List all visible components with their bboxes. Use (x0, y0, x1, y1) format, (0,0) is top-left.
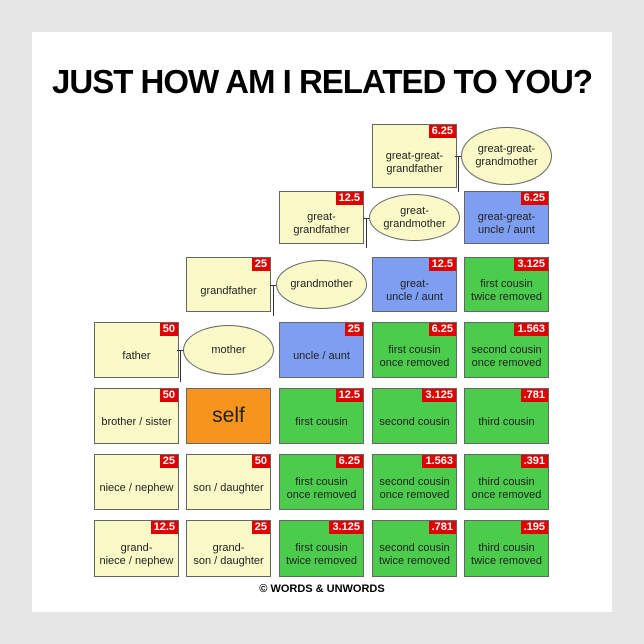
relation-box-grand-son-daughter: grand- son / daughter 25 (186, 520, 271, 577)
relation-label: second cousin once removed (471, 343, 542, 369)
relation-label: first cousin twice removed (471, 278, 542, 303)
relation-label: great-great- grandmother (475, 143, 538, 168)
relation-box-father: father 50 (94, 322, 179, 378)
relation-box-mother: mother (183, 325, 274, 375)
percent-badge: 12.5 (150, 521, 178, 534)
relation-box-great-great-grandfather: great-great- grandfather 6.25 (372, 124, 457, 188)
relation-box-second-cousin-once-removed: second cousin once removed 1.563 (372, 454, 457, 510)
relation-label: second cousin (379, 416, 450, 428)
percent-badge: 25 (344, 323, 363, 336)
percent-badge: .195 (520, 521, 548, 534)
relation-label: first cousin twice removed (286, 542, 357, 567)
relation-label: first cousin once removed (286, 475, 357, 501)
percent-badge: 6.25 (428, 323, 456, 336)
relation-box-son-daughter: son / daughter 50 (186, 454, 271, 510)
relation-box-third-cousin-once-removed: third cousin once removed .391 (464, 454, 549, 510)
percent-badge: 6.25 (428, 125, 456, 138)
percent-badge: 6.25 (335, 455, 363, 468)
relation-box-great-great-uncle-aunt: great-great- uncle / aunt 6.25 (464, 191, 549, 244)
relation-box-grandmother: grandmother (276, 260, 367, 309)
relation-label: grand- son / daughter (193, 542, 264, 567)
percent-badge: 6.25 (520, 192, 548, 205)
relation-label: mother (211, 343, 246, 356)
relation-box-great-grandfather: great- grandfather 12.5 (279, 191, 364, 244)
relation-box-grandfather: grandfather 25 (186, 257, 271, 312)
percent-badge: 3.125 (514, 258, 548, 271)
percent-badge: .391 (520, 455, 548, 468)
relation-box-great-uncle-aunt: great- uncle / aunt 12.5 (372, 257, 457, 312)
percent-badge: 12.5 (335, 389, 363, 402)
percent-badge: 50 (251, 455, 270, 468)
copyright-footer: © WORDS & UNWORDS (259, 583, 385, 595)
relation-label: first cousin (295, 416, 348, 428)
relation-label: third cousin (478, 416, 535, 428)
relation-label: great- grandfather (293, 211, 350, 236)
relation-label: second cousin once removed (379, 475, 450, 501)
relation-label: great- grandmother (383, 204, 446, 230)
percent-badge: 12.5 (428, 258, 456, 271)
percent-badge: 50 (159, 323, 178, 336)
relation-label: great-great- grandfather (385, 149, 444, 175)
relation-box-first-cousin-once-removed: first cousin once removed 6.25 (279, 454, 364, 510)
relation-label: second cousin twice removed (379, 542, 450, 567)
percent-badge: 12.5 (335, 192, 363, 205)
relation-label: first cousin once removed (379, 343, 450, 369)
relation-box-first-cousin: first cousin 12.5 (279, 388, 364, 444)
relation-label: grandfather (200, 284, 257, 297)
descent-connector (180, 350, 181, 382)
relation-box-third-cousin: third cousin .781 (464, 388, 549, 444)
percent-badge: 1.563 (514, 323, 548, 336)
relation-label: niece / nephew (99, 482, 174, 494)
percent-badge: .781 (428, 521, 456, 534)
descent-connector (273, 284, 274, 316)
relation-label: self (212, 404, 245, 427)
percent-badge: 25 (251, 521, 270, 534)
relation-label: father (122, 350, 151, 362)
percent-badge: .781 (520, 389, 548, 402)
relation-box-niece-nephew: niece / nephew 25 (94, 454, 179, 510)
relation-box-great-great-grandmother: great-great- grandmother (461, 127, 552, 185)
percent-badge: 50 (159, 389, 178, 402)
descent-connector (366, 217, 367, 248)
relation-box-second-cousin: second cousin 3.125 (372, 388, 457, 444)
relation-label: great- uncle / aunt (386, 278, 443, 303)
percent-badge: 25 (159, 455, 178, 468)
relation-box-self: self (186, 388, 271, 444)
relation-box-second-cousin-once-removed: second cousin once removed 1.563 (464, 322, 549, 378)
relation-label: grandmother (290, 278, 353, 290)
percent-badge: 25 (251, 258, 270, 271)
poster-title: JUST HOW AM I RELATED TO YOU? (52, 63, 593, 100)
percent-badge: 1.563 (422, 455, 456, 468)
relation-label: third cousin twice removed (471, 542, 542, 567)
relation-box-first-cousin-twice-removed: first cousin twice removed 3.125 (279, 520, 364, 577)
descent-connector (458, 156, 459, 192)
relation-label: great-great- uncle / aunt (477, 211, 536, 236)
relation-box-brother-sister: brother / sister 50 (94, 388, 179, 444)
relation-box-grand-niece-nephew: grand- niece / nephew 12.5 (94, 520, 179, 577)
relation-label: grand- niece / nephew (99, 542, 174, 567)
relation-label: son / daughter (193, 482, 264, 494)
relation-box-first-cousin-once-removed: first cousin once removed 6.25 (372, 322, 457, 378)
relation-box-great-grandmother: great- grandmother (369, 194, 460, 241)
relation-box-third-cousin-twice-removed: third cousin twice removed .195 (464, 520, 549, 577)
relation-box-uncle-aunt: uncle / aunt 25 (279, 322, 364, 378)
relation-box-second-cousin-twice-removed: second cousin twice removed .781 (372, 520, 457, 577)
relation-box-first-cousin-twice-removed: first cousin twice removed 3.125 (464, 257, 549, 312)
relation-label: uncle / aunt (293, 350, 350, 362)
percent-badge: 3.125 (329, 521, 363, 534)
relation-label: brother / sister (101, 416, 172, 428)
relation-label: third cousin once removed (471, 475, 542, 501)
percent-badge: 3.125 (422, 389, 456, 402)
